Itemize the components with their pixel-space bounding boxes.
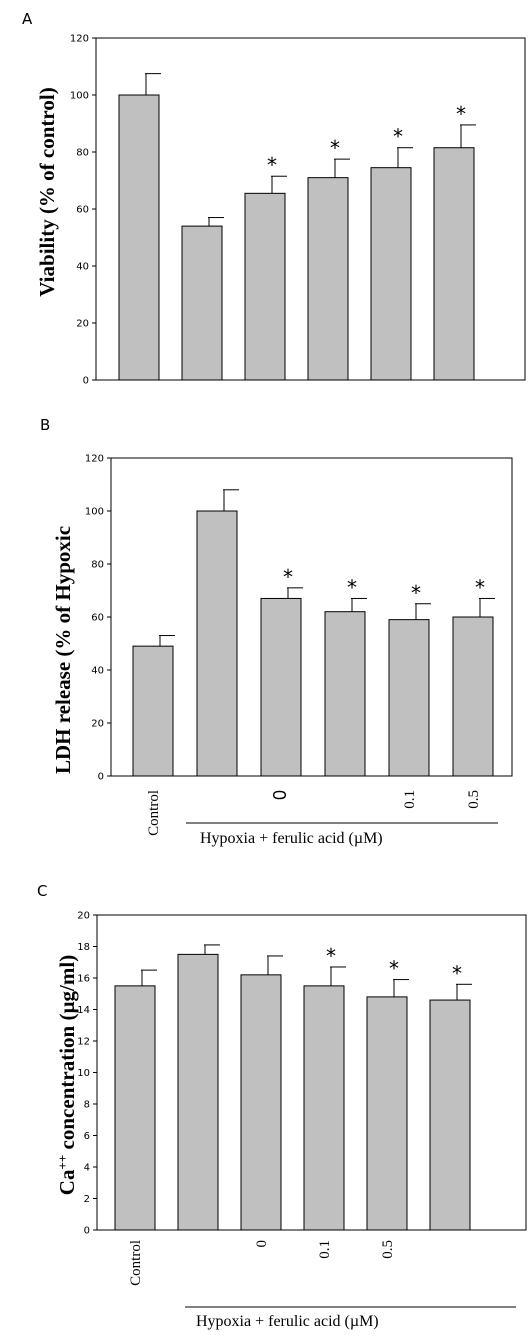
y-tick-label-a-2: 40 [76,262,89,273]
significance-star-c-5: * [452,961,462,985]
y-axis-label-c-superscript: ++ [55,1155,70,1170]
bar-c-4 [366,996,408,1231]
y-tick-label-c-3: 6 [84,1131,90,1142]
y-tick-label-a-1: 20 [76,319,89,330]
y-tick-label-c-10: 20 [77,911,90,922]
y-tick-label-c-6: 12 [77,1037,90,1048]
y-tick-label-c-5: 10 [77,1068,90,1079]
significance-star-b-3: * [347,575,357,599]
y-axis-label-c-part2: concentration (µg/ml) [55,955,79,1155]
x-tick-label-c-4: 0.5 [380,1240,396,1259]
significance-star-a-4: * [393,125,403,149]
bar-c-5 [429,999,471,1231]
x-tick-label-b-5: 0.5 [466,790,482,809]
x-tick-label-b-2: 0 [270,790,290,800]
x-tick-label-b-0: Control [146,790,162,836]
y-tick-label-b-5: 100 [85,507,104,518]
y-tick-label-c-4: 8 [84,1100,90,1111]
y-axis-label-b: LDH release (% of Hypoxic [51,526,75,774]
y-tick-label-a-5: 100 [70,91,89,102]
y-axis-label-c-part1: Ca [55,1169,79,1195]
y-tick-label-c-9: 18 [77,942,90,953]
plot-frame-a [95,37,526,381]
bar-c-3 [303,985,345,1231]
x-axis-label-c: Hypoxia + ferulic acid (µM) [196,1313,379,1330]
bar-a-0 [118,94,160,381]
y-tick-label-b-3: 60 [91,613,104,624]
bar-b-5 [452,616,494,777]
panel-a: A Viability (% of control) 0 20 40 60 80 100 1… [22,10,526,387]
bar-b-2 [260,597,302,777]
y-tick-label-a-6: 120 [70,34,89,45]
bar-b-3 [324,611,366,777]
y-tick-label-c-8: 16 [77,974,90,985]
significance-star-b-4: * [411,581,421,605]
y-tick-label-b-6: 120 [85,454,104,465]
y-tick-label-c-1: 2 [84,1194,90,1205]
significance-star-b-2: * [283,565,293,589]
y-tick-label-b-4: 80 [91,560,104,571]
y-tick-label-b-1: 20 [91,719,104,730]
bar-a-2 [244,192,286,381]
y-tick-label-a-3: 60 [76,205,89,216]
y-tick-label-c-2: 4 [84,1163,90,1174]
bar-b-0 [132,645,174,777]
bar-a-1 [181,225,223,381]
bar-c-0 [114,985,156,1231]
bar-b-1 [196,510,238,777]
y-tick-label-a-4: 80 [76,148,89,159]
panel-c: C Ca++ concentration (µg/ml) 0 2 4 6 8 10 12 14… [37,882,527,1330]
significance-star-b-5: * [475,575,485,599]
y-tick-label-c-7: 14 [77,1005,90,1016]
significance-star-a-5: * [456,102,466,126]
x-tick-label-b-4: 0.1 [402,790,418,809]
y-tick-label-c-0: 0 [84,1226,90,1237]
x-tick-label-c-2: 0 [254,1240,270,1248]
plot-frame-c [96,914,527,1231]
bar-c-1 [177,953,219,1231]
significance-star-a-2: * [267,153,277,177]
significance-star-c-4: * [389,957,399,981]
y-axis-label-c: Ca++ concentration (µg/ml) [55,955,80,1195]
bar-b-4 [388,619,430,777]
panel-b: B LDH release (% of Hypoxic 0 20 40 60 80 100… [40,416,513,847]
significance-star-c-3: * [326,944,336,968]
bar-a-4 [370,167,412,381]
x-tick-label-c-0: Control [128,1240,144,1286]
panel-letter-c: C [37,882,47,900]
panel-letter-b: B [40,416,50,434]
x-tick-label-c-3: 0.1 [317,1240,333,1259]
y-tick-label-a-0: 0 [83,376,89,387]
bar-a-3 [307,177,349,381]
significance-star-a-3: * [330,136,340,160]
y-tick-label-b-0: 0 [98,772,104,783]
bar-a-5 [433,147,475,381]
plot-frame-b [110,457,513,777]
bar-c-2 [240,974,282,1231]
y-tick-label-b-2: 40 [91,666,104,677]
x-axis-label-b: Hypoxia + ferulic acid (µM) [200,830,383,847]
y-axis-label-a: Viability (% of control) [35,87,59,296]
panel-letter-a: A [22,10,33,28]
